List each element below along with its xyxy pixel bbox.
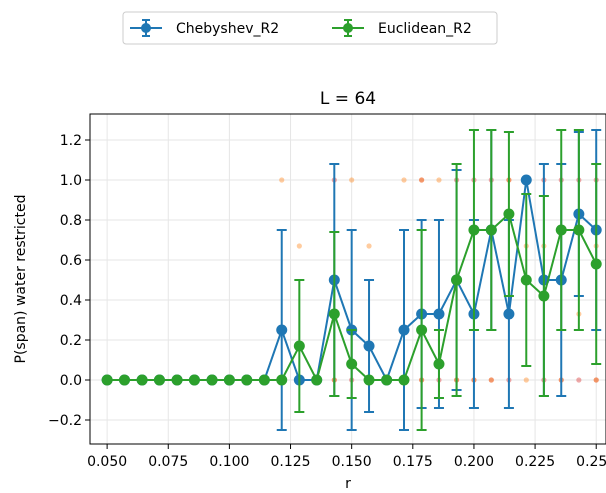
y-tick-label: 1.2 [60, 133, 82, 149]
raw-data-point [488, 377, 494, 383]
data-point [118, 374, 130, 386]
data-point [276, 374, 288, 386]
raw-data-point [523, 377, 529, 383]
y-axis-label: P(span) water restricted [13, 195, 29, 364]
legend: Chebyshev_R2 Euclidean_R2 [122, 11, 498, 45]
data-point [433, 358, 445, 370]
raw-data-point [488, 377, 494, 383]
x-tick-label: 0.100 [209, 454, 249, 470]
legend-marker-chebyshev [141, 23, 151, 33]
data-point [363, 340, 375, 352]
raw-data-point [349, 177, 355, 183]
x-tick-label: 0.050 [87, 454, 127, 470]
data-point [328, 308, 340, 320]
raw-data-point [366, 243, 372, 249]
legend-item-euclidean: Euclidean_R2 [332, 19, 472, 37]
data-point [346, 358, 358, 370]
y-tick-label: −0.2 [48, 413, 82, 429]
data-point [258, 374, 270, 386]
raw-data-point [419, 177, 425, 183]
raw-data-point [576, 377, 582, 383]
legend-label-chebyshev: Chebyshev_R2 [176, 21, 279, 37]
data-point [136, 374, 148, 386]
y-tick-label: 0.2 [60, 333, 82, 349]
data-point [206, 374, 218, 386]
data-point [573, 224, 585, 236]
x-tick-label: 0.200 [454, 454, 494, 470]
data-point [520, 274, 532, 286]
x-tick-label: 0.150 [332, 454, 372, 470]
data-point [241, 374, 253, 386]
x-axis-ticks: 0.050 0.075 0.100 0.125 0.150 0.175 0.200 0.225… [87, 444, 606, 470]
data-point [171, 374, 183, 386]
raw-data-point [593, 377, 599, 383]
y-axis-ticks: −0.2 0.0 0.2 0.4 0.6 0.8 1.0 1.2 [48, 133, 90, 429]
y-tick-label: 0.4 [60, 293, 82, 309]
data-point [398, 374, 410, 386]
data-point [485, 224, 497, 236]
x-tick-label: 0.250 [576, 454, 606, 470]
data-point [363, 374, 375, 386]
raw-data-point [436, 177, 442, 183]
series-layer [101, 129, 602, 431]
data-point [433, 308, 445, 320]
data-point [503, 308, 515, 320]
x-tick-label: 0.125 [270, 454, 310, 470]
raw-data-point [296, 243, 302, 249]
data-point [153, 374, 165, 386]
x-tick-label: 0.175 [393, 454, 433, 470]
x-tick-label: 0.225 [515, 454, 555, 470]
data-point [311, 374, 323, 386]
data-point [520, 174, 532, 186]
legend-item-chebyshev: Chebyshev_R2 [130, 19, 279, 37]
data-point [416, 324, 428, 336]
legend-marker-euclidean [343, 23, 353, 33]
data-point [223, 374, 235, 386]
data-point [293, 340, 305, 352]
chart-title: L = 64 [320, 89, 376, 109]
data-point [101, 374, 113, 386]
data-point [468, 224, 480, 236]
data-point [276, 324, 288, 336]
raw-data-point [401, 177, 407, 183]
raw-data-point [279, 177, 285, 183]
data-point [451, 274, 463, 286]
data-point [398, 324, 410, 336]
raw-data-point [593, 377, 599, 383]
y-tick-label: 0.0 [60, 373, 82, 389]
data-point [555, 224, 567, 236]
data-point [538, 290, 550, 302]
series-euclidean [101, 129, 602, 431]
raw-data-point [419, 177, 425, 183]
plot-frame [89, 113, 606, 445]
x-axis-label: r [345, 476, 351, 492]
legend-label-euclidean: Euclidean_R2 [378, 21, 472, 37]
y-tick-label: 0.6 [60, 253, 82, 269]
legend-frame [122, 11, 498, 45]
y-tick-label: 0.8 [60, 213, 82, 229]
data-point [188, 374, 200, 386]
data-point [590, 258, 602, 270]
x-tick-label: 0.075 [148, 454, 188, 470]
y-tick-label: 1.0 [60, 173, 82, 189]
data-point [381, 374, 393, 386]
data-point [503, 208, 515, 220]
